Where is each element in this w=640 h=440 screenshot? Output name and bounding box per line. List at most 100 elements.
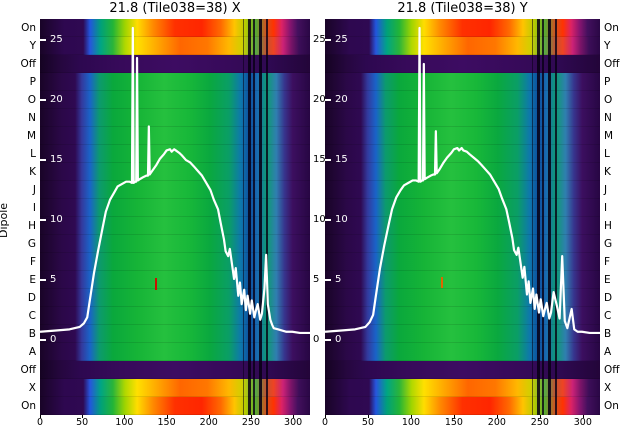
x-tick-label: 50: [361, 417, 375, 428]
heatmap-row-hot: [325, 19, 600, 37]
heatmap-row-mid: [40, 73, 310, 91]
heatmap-row-mid: [325, 109, 600, 127]
heatmap-row-hot: [325, 397, 600, 415]
db-tick-label: 20: [313, 94, 326, 106]
dipole-label: D: [604, 292, 613, 304]
heatmap-row-mid: [40, 307, 310, 325]
dipole-label: E: [604, 274, 611, 286]
vertical-notch-line: [536, 19, 540, 415]
heatmap-row-mid: [40, 181, 310, 199]
dipole-label: K: [29, 166, 36, 178]
dipole-label: L: [604, 148, 610, 160]
heatmap-row-hot2: [40, 37, 310, 55]
db-tick-label: 0: [313, 334, 320, 346]
x-tick-mark: [496, 415, 498, 418]
heatmap-row-mid: [40, 253, 310, 271]
x-tick-label: 0: [36, 417, 44, 428]
dipole-label: A: [604, 346, 612, 358]
heatmap-row-mid: [325, 127, 600, 145]
x-tick-mark: [293, 415, 295, 418]
tick-dash: [325, 339, 331, 342]
heatmap-row-hot: [40, 19, 310, 37]
dipole-label: H: [604, 220, 612, 232]
heatmap-row-mid: [40, 217, 310, 235]
inner-db-tick-label: 15: [335, 153, 348, 165]
x-tick-mark: [539, 415, 541, 418]
dipole-label: A: [28, 346, 36, 358]
inner-db-tick: 10: [325, 214, 348, 226]
x-tick-mark: [582, 415, 584, 418]
heatmap-row-hot2: [325, 379, 600, 397]
heatmap-row-mid: [40, 199, 310, 217]
inner-db-tick: 10: [40, 214, 63, 226]
x-tick-mark: [367, 415, 369, 418]
heatmap-row-mid: [40, 271, 310, 289]
dipole-label: M: [26, 130, 36, 142]
inner-db-tick-label: 20: [50, 94, 63, 106]
inner-db-tick-label: 25: [335, 33, 348, 45]
dipole-label: I: [604, 202, 608, 214]
dipole-label: Off: [20, 364, 37, 376]
dipole-label: Y: [604, 40, 611, 52]
x-tick-mark: [124, 415, 126, 418]
tick-dash: [325, 219, 331, 222]
vertical-notch-line: [531, 19, 533, 415]
heatmap-row-off: [40, 361, 310, 379]
dipole-label: X: [28, 382, 36, 394]
panel-title-y: 21.8 (Tile038=38) Y: [397, 1, 528, 16]
dipole-label: C: [28, 310, 36, 322]
db-tick-label: 10: [313, 214, 326, 226]
artifact-mark: [154, 278, 157, 291]
heatmap-row-hot2: [40, 379, 310, 397]
tick-dash: [325, 278, 331, 281]
heatmap-row-mid: [325, 145, 600, 163]
x-tick-mark: [208, 415, 210, 418]
vertical-notch-line: [555, 19, 558, 415]
x-tick-mark: [325, 415, 326, 418]
heatmap-row-mid: [40, 163, 310, 181]
heatmap-row-hot: [40, 397, 310, 415]
x-tick-label: 200: [199, 417, 218, 428]
dipole-label: P: [29, 76, 36, 88]
inner-db-tick-label: 0: [50, 334, 57, 346]
tick-dash: [40, 158, 46, 161]
db-tick-label: 5: [313, 273, 320, 285]
dipole-label: B: [28, 328, 36, 340]
dipole-label: G: [27, 238, 36, 250]
heatmap-row-mid: [325, 235, 600, 253]
dipole-label: Off: [20, 58, 37, 70]
inner-db-tick: 20: [325, 94, 348, 106]
dipole-label: L: [30, 148, 36, 160]
heatmap-row-mid: [325, 253, 600, 271]
heatmap-row-mid: [325, 217, 600, 235]
vertical-notch-line: [243, 19, 245, 415]
dipole-label: M: [604, 130, 614, 142]
heatmap-row-mid: [40, 325, 310, 343]
heatmap-row-hot2: [325, 37, 600, 55]
heatmap-row-mid: [325, 181, 600, 199]
dipole-label: D: [27, 292, 36, 304]
tick-dash: [325, 38, 331, 41]
inner-db-tick: 5: [325, 274, 341, 286]
x-tick-label: 150: [157, 417, 176, 428]
vertical-notch-line: [253, 19, 256, 415]
heatmap-row-mid: [40, 91, 310, 109]
x-tick-mark: [40, 415, 41, 418]
dipole-label: N: [604, 112, 612, 124]
dipole-label: F: [604, 256, 611, 268]
db-tick-label: 15: [313, 153, 326, 165]
x-tick-label: 300: [284, 417, 303, 428]
dipole-label: N: [28, 112, 36, 124]
x-tick-label: 0: [321, 417, 329, 428]
inner-db-tick: 15: [325, 154, 348, 166]
heatmap-row-off: [40, 55, 310, 73]
vertical-notch-line: [266, 19, 269, 415]
dipole-label: E: [29, 274, 36, 286]
inner-db-tick: 25: [325, 34, 348, 46]
inner-db-tick: 0: [40, 334, 56, 346]
dipole-label: On: [604, 400, 619, 412]
vertical-notch-line: [247, 19, 251, 415]
dipole-label: Y: [29, 40, 36, 52]
inner-db-tick-label: 15: [50, 153, 63, 165]
